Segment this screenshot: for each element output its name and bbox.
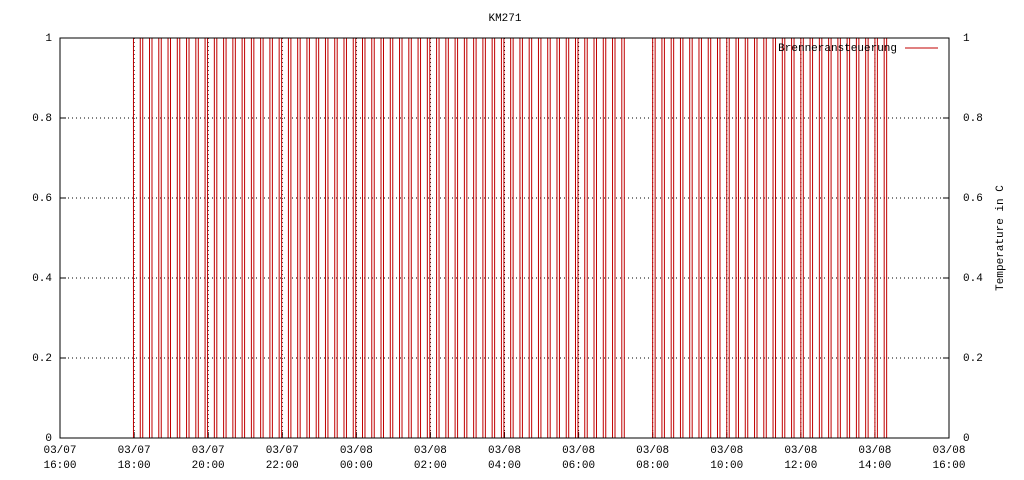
y2-tick-label: 0.2: [963, 353, 983, 365]
x-tick-label: 03/08 14:00: [858, 445, 892, 472]
x-tick-label: 03/08 00:00: [339, 445, 373, 472]
y-tick-label: 1: [45, 33, 52, 45]
x-tick-label: 03/07 18:00: [117, 445, 151, 472]
chart-title: KM271: [488, 13, 521, 25]
plot-border: [59, 37, 950, 439]
y-tick-label: 0.8: [32, 113, 52, 125]
x-tick-label: 03/08 16:00: [932, 445, 966, 472]
x-tick-label: 03/07 16:00: [43, 445, 77, 472]
y-tick-label: 0.6: [32, 193, 52, 205]
y-tick-label: 0.2: [32, 353, 52, 365]
series-line: [130, 37, 888, 439]
y-tick-label: 0: [45, 433, 52, 445]
x-tick-label: 03/08 02:00: [413, 445, 447, 472]
legend-label: Brenneransteuerung: [778, 43, 897, 55]
y2-tick-label: 0.8: [963, 113, 983, 125]
y2-tick-label: 0: [963, 433, 970, 445]
y-tick-label: 0.4: [32, 273, 52, 285]
x-tick-label: 03/08 10:00: [710, 445, 744, 472]
y2-tick-label: 1: [963, 33, 970, 45]
x-tick-label: 03/08 06:00: [562, 445, 596, 472]
x-tick-label: 03/07 22:00: [265, 445, 299, 472]
y2-tick-label: 0.6: [963, 193, 983, 205]
y2-axis-label: Temperature in C: [995, 185, 1007, 291]
y2-tick-label: 0.4: [963, 273, 983, 285]
x-tick-label: 03/08 04:00: [487, 445, 521, 472]
x-tick-label: 03/07 20:00: [191, 445, 225, 472]
x-tick-label: 03/08 08:00: [636, 445, 670, 472]
x-tick-label: 03/08 12:00: [784, 445, 818, 472]
